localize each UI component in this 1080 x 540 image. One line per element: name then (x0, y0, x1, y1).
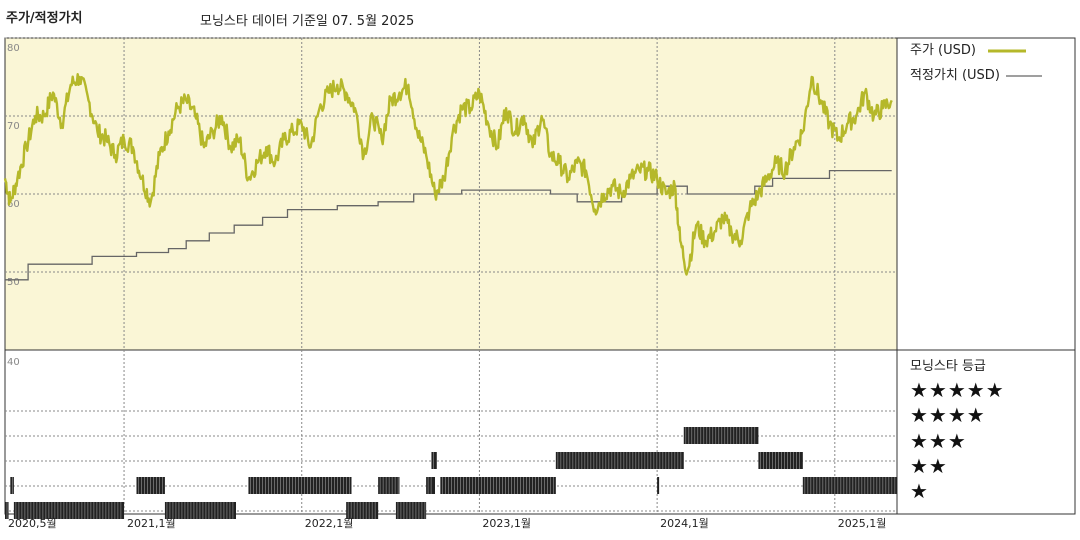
rating-bar (431, 452, 437, 469)
rating-bar-segment (5, 502, 9, 519)
x-tick-label: 2020,5월 (8, 517, 57, 530)
rating-bar-segment (657, 477, 660, 494)
rating-bar-segment (136, 477, 165, 494)
rating-bar-segment (431, 452, 437, 469)
chart-border (4, 37, 1076, 515)
rating-bar-segment (426, 477, 436, 494)
y-tick-label: 70 (7, 121, 20, 132)
legend-fair-value: 적정가치 (USD) (910, 64, 1048, 83)
legend-price-swatch (988, 49, 1027, 52)
rating-bar (248, 477, 352, 494)
price-line (3, 73, 893, 276)
rating-bar-segment (248, 477, 352, 494)
rating-bar-segment (440, 477, 556, 494)
rating-bar-segment (758, 452, 803, 469)
rating-bar (13, 502, 125, 519)
rating-panel-title: 모닝스타 등급 (910, 359, 986, 374)
rating-bar-segment (555, 452, 684, 469)
rating-bar-segment (13, 502, 125, 519)
data-source-label: 모닝스타 데이터 기준일 07. 5월 2025 (200, 14, 415, 29)
rating-one-star: ★ (910, 479, 929, 503)
rating-bar-segment (378, 477, 400, 494)
legend-fair-value-label: 적정가치 (USD) (910, 68, 1000, 83)
x-tick-label: 2023,1월 (482, 517, 531, 530)
y-tick-label: 80 (7, 43, 20, 54)
fair-value-line (5, 169, 892, 281)
rating-five-stars: ★★★★★ (910, 378, 1005, 402)
x-tick-label: 2025,1월 (838, 517, 887, 530)
legend-price-label: 주가 (USD) (910, 43, 976, 58)
rating-three-stars: ★★★ (910, 429, 967, 453)
rating-bar-segment (10, 477, 14, 494)
rating-bar-segment (802, 477, 897, 494)
y-tick-label: 50 (7, 277, 20, 288)
rating-bar (555, 452, 684, 469)
rating-bars (5, 427, 897, 519)
y-tick-label: 60 (7, 199, 20, 210)
x-tick-label: 2021,1월 (127, 517, 176, 530)
fair-value-series (5, 169, 892, 281)
rating-bar-segment (346, 502, 379, 519)
rating-four-stars: ★★★★ (910, 403, 986, 427)
legend-price: 주가 (USD) (910, 39, 1028, 58)
chart-title: 주가/적정가치 (6, 11, 83, 26)
price-series (3, 73, 893, 276)
rating-two-stars: ★★ (910, 454, 948, 478)
x-tick-labels: 2020,5월 2021,1월 2022,1월 2023,1월 2024,1월 2025,… (8, 517, 886, 530)
y-tick-labels: 50 60 70 80 40 (7, 43, 20, 368)
rating-bar-segment (164, 502, 236, 519)
x-tick-label: 2022,1월 (305, 517, 354, 530)
legend-fair-value-swatch (1006, 74, 1043, 77)
rating-bar-segment (395, 502, 427, 519)
x-tick-label: 2024,1월 (660, 517, 709, 530)
rating-bar-segment (683, 427, 759, 444)
y-tick-label: 40 (7, 357, 20, 368)
rating-bar (657, 477, 660, 494)
rating-bar (426, 477, 436, 494)
